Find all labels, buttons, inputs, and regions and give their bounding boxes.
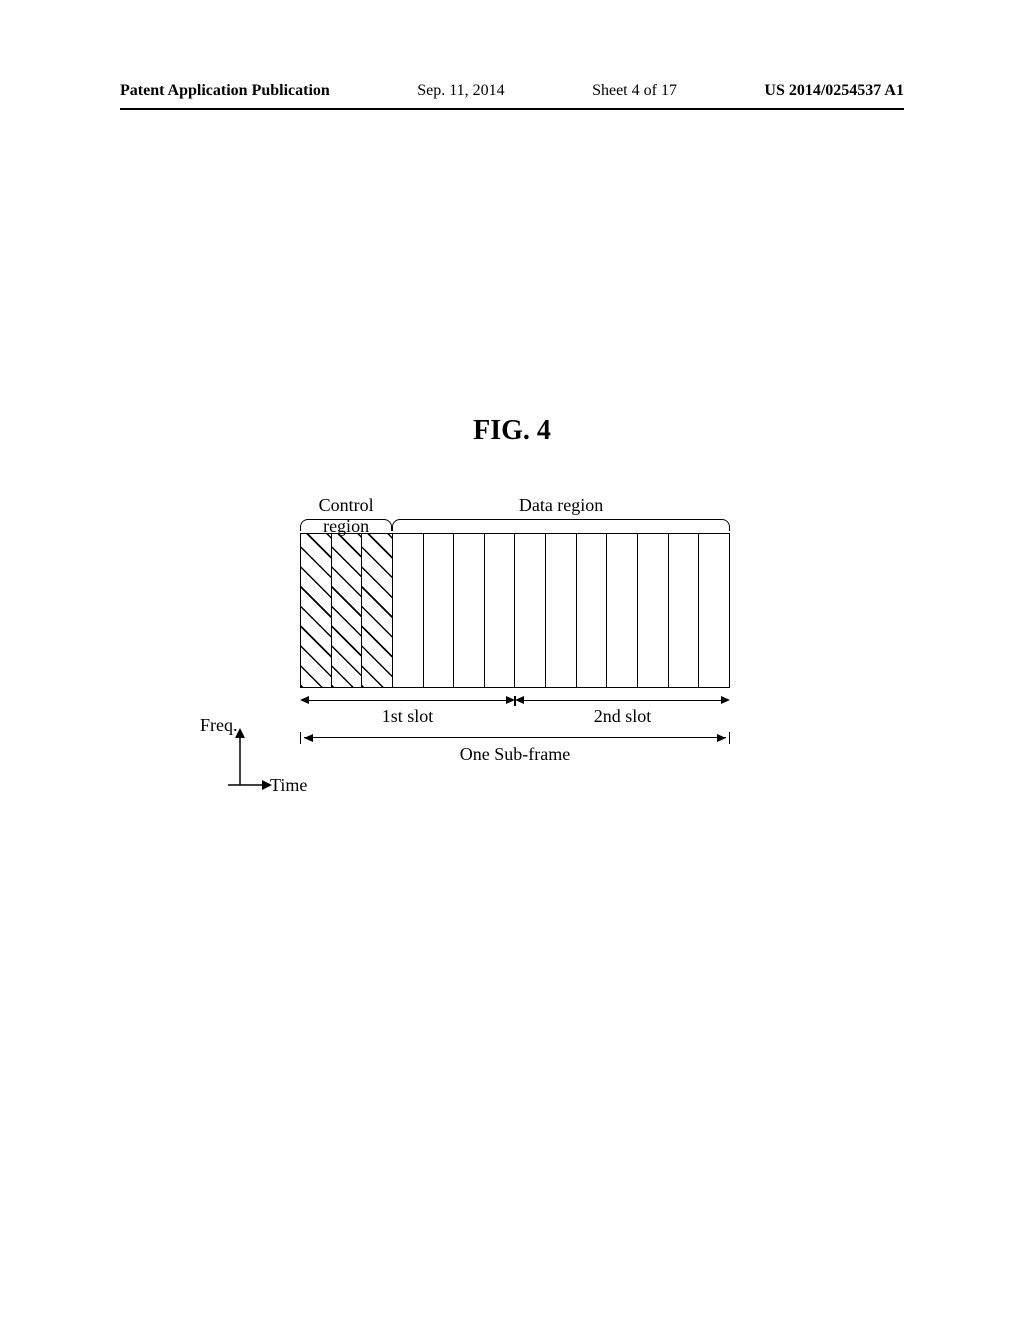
- control-region-label: Control region: [300, 495, 392, 519]
- symbol-grid: [300, 533, 730, 688]
- slot-2-label: 2nd slot: [515, 706, 730, 727]
- data-region-label: Data region: [392, 495, 730, 519]
- data-symbol-col: [545, 534, 576, 687]
- data-symbol-col: [392, 534, 423, 687]
- subframe-indicator: One Sub-frame: [300, 732, 730, 766]
- header-rule: [120, 108, 904, 110]
- subframe-right-tick: [729, 732, 730, 744]
- arrowhead-left-icon: [515, 696, 524, 704]
- header-sheet: Sheet 4 of 17: [592, 82, 677, 100]
- arrowhead-right-icon: [717, 734, 726, 742]
- slot-1-line: [304, 700, 511, 701]
- data-symbol-col: [668, 534, 699, 687]
- page-header: Patent Application Publication Sep. 11, …: [120, 82, 904, 100]
- arrowhead-right-icon: [721, 696, 730, 704]
- slot-1: 1st slot: [300, 696, 515, 726]
- header-publication: Patent Application Publication: [120, 82, 330, 100]
- figure-title: FIG. 4: [0, 415, 1024, 447]
- slot-indicator-row: 1st slot 2nd slot: [300, 696, 730, 726]
- region-labels: Control region Data region: [300, 495, 730, 519]
- control-region-bracket: [300, 519, 392, 531]
- data-symbol-col: [453, 534, 484, 687]
- data-symbol-col: [484, 534, 515, 687]
- data-symbol-col: [698, 534, 729, 687]
- time-axis-label: Time: [270, 775, 307, 796]
- subframe-line: [304, 737, 726, 738]
- slot-2: 2nd slot: [515, 696, 730, 726]
- data-symbol-col: [576, 534, 607, 687]
- subframe-diagram: Control region Data region 1st slot 2nd …: [300, 495, 730, 766]
- axes: Freq. Time: [210, 720, 320, 800]
- data-region-bracket: [392, 519, 730, 531]
- data-symbol-col: [423, 534, 454, 687]
- arrowhead-left-icon: [300, 696, 309, 704]
- slot-1-label: 1st slot: [300, 706, 515, 727]
- slot-2-line: [519, 700, 726, 701]
- data-symbol-col: [606, 534, 637, 687]
- header-docnum: US 2014/0254537 A1: [764, 82, 904, 100]
- control-symbol-col: [331, 534, 362, 687]
- control-symbol-col: [300, 534, 331, 687]
- header-date: Sep. 11, 2014: [417, 82, 504, 100]
- control-symbol-col: [361, 534, 392, 687]
- data-symbol-col: [637, 534, 668, 687]
- subframe-label: One Sub-frame: [300, 744, 730, 765]
- region-brackets: [300, 519, 730, 533]
- data-symbol-col: [514, 534, 545, 687]
- freq-axis-label: Freq.: [200, 715, 238, 736]
